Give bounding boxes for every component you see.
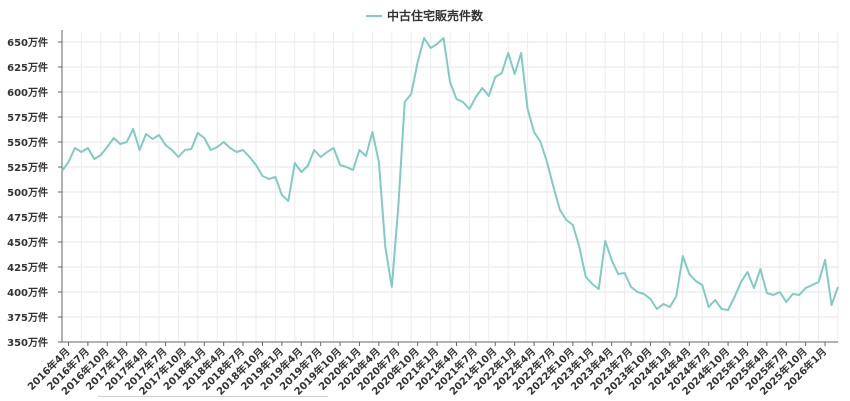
y-tick-label: 375万件 (7, 311, 48, 324)
y-tick-label: 400万件 (7, 286, 48, 299)
legend[interactable]: 中古住宅販売件数 (366, 8, 484, 23)
y-tick-label: 475万件 (7, 211, 48, 224)
y-tick-label: 425万件 (7, 261, 48, 274)
y-tick-label: 650万件 (7, 36, 48, 49)
scrollbar-hint (98, 396, 328, 401)
y-tick-label: 625万件 (7, 61, 48, 74)
y-tick-label: 450万件 (7, 236, 48, 249)
y-tick-label: 575万件 (7, 111, 48, 124)
y-axis-ticks: 350万件 375万件 400万件 425万件 450万件 475万件 500万件 525万件… (7, 36, 62, 349)
y-tick-label: 525万件 (7, 161, 48, 174)
y-tick-label: 600万件 (7, 86, 48, 99)
y-tick-label: 350万件 (7, 336, 48, 349)
y-tick-label: 500万件 (7, 186, 48, 199)
y-tick-label: 550万件 (7, 136, 48, 149)
legend-label: 中古住宅販売件数 (387, 8, 484, 23)
x-axis-ticks: 2016年4月2016年7月2016年10月2017年1月2017年4月2017… (25, 342, 830, 398)
